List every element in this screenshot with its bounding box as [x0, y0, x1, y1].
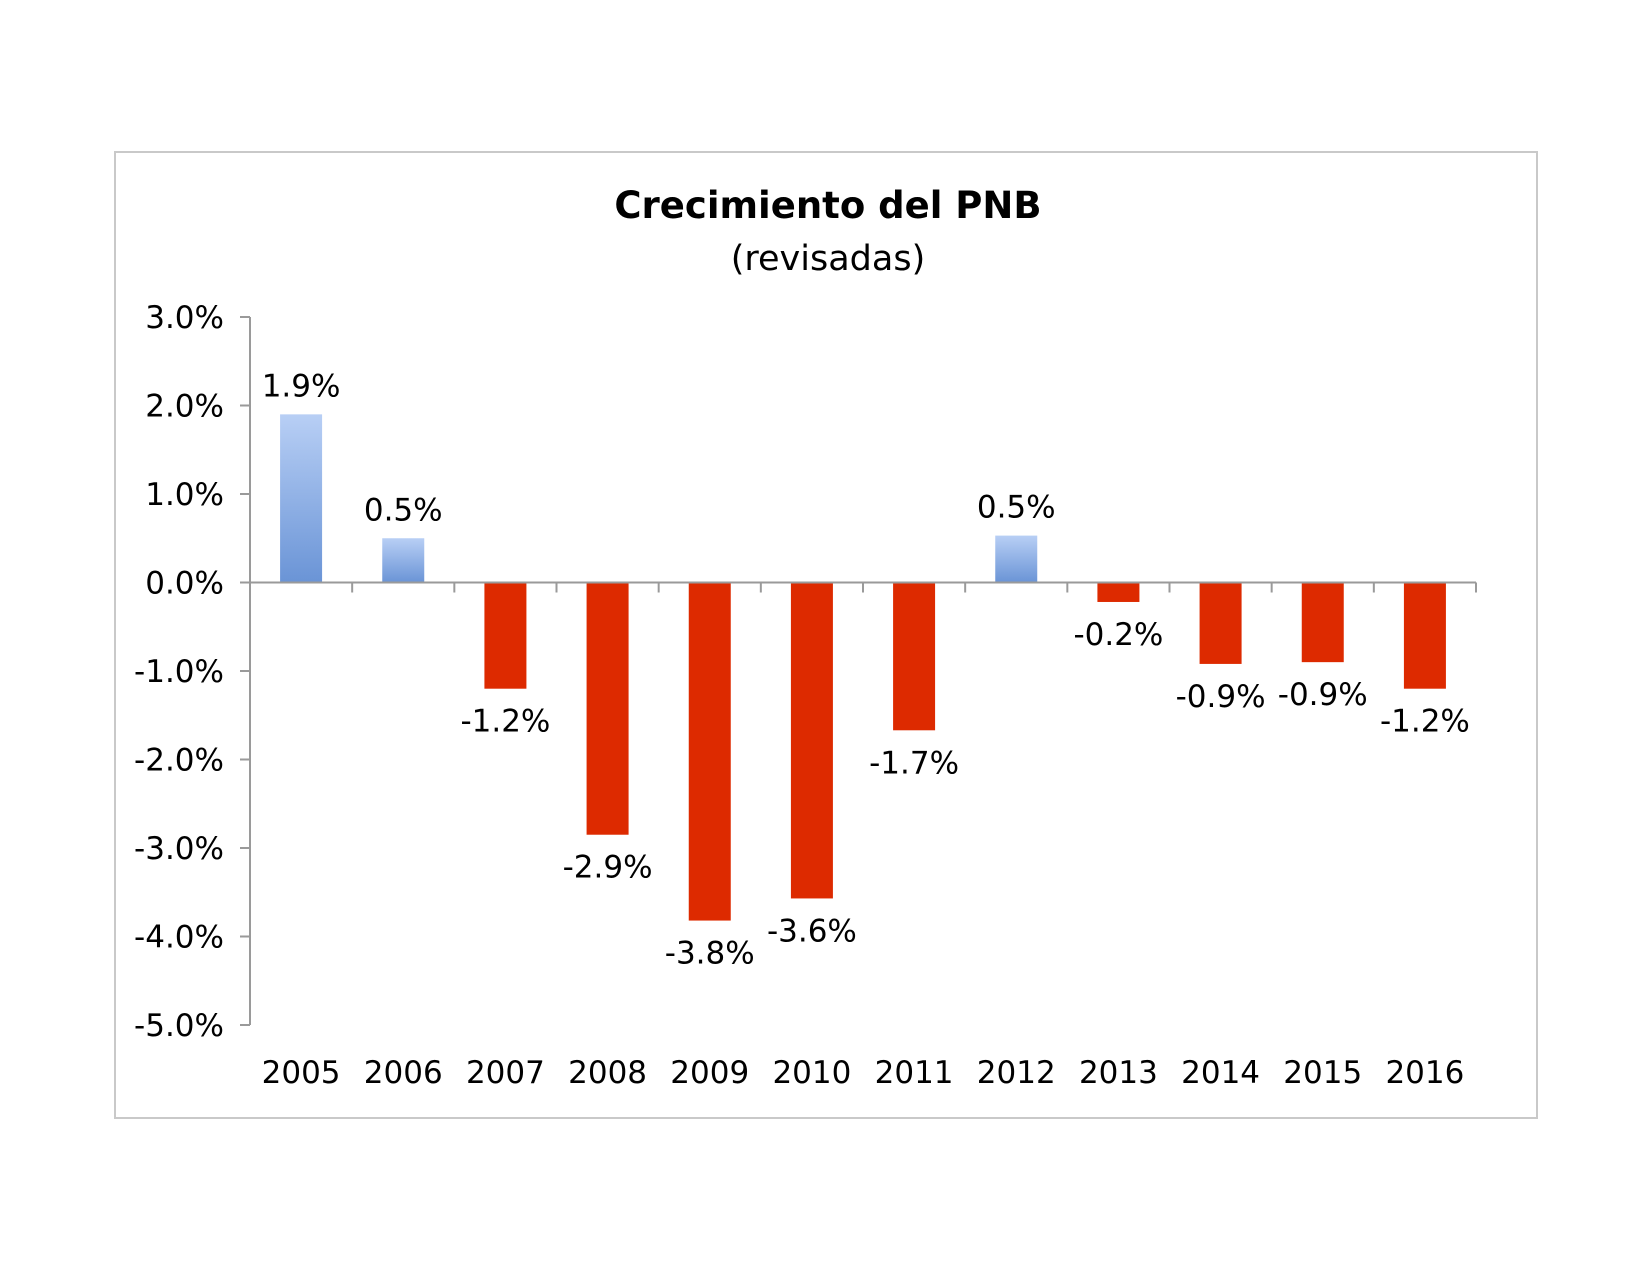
y-tick-label: -2.0% — [134, 743, 224, 779]
data-label-2005: 1.9% — [262, 368, 341, 404]
data-label-2013: -0.2% — [1073, 617, 1163, 653]
x-tick-label-2005: 2005 — [262, 1055, 341, 1091]
bar-2015 — [1301, 582, 1344, 663]
y-tick-label: -1.0% — [134, 654, 224, 690]
data-label-2010: -3.6% — [767, 913, 857, 949]
data-label-2015: -0.9% — [1278, 677, 1368, 713]
data-label-2006: 0.5% — [364, 492, 443, 528]
x-tick-label-2013: 2013 — [1079, 1055, 1158, 1091]
data-label-2016: -1.2% — [1380, 704, 1470, 740]
bar-2013 — [1097, 582, 1140, 602]
y-tick-label: -4.0% — [134, 920, 224, 956]
x-tick-label-2006: 2006 — [364, 1055, 443, 1091]
y-tick-label: 2.0% — [145, 389, 224, 425]
data-label-2009: -3.8% — [665, 936, 755, 972]
data-label-2011: -1.7% — [869, 745, 959, 781]
chart-frame: Crecimiento del PNB (revisadas) 3.0% 2.0%… — [114, 151, 1538, 1119]
x-tick-label-2010: 2010 — [772, 1055, 851, 1091]
bars — [280, 414, 1446, 921]
chart-title: Crecimiento del PNB — [614, 184, 1041, 227]
x-tick-label-2012: 2012 — [977, 1055, 1056, 1091]
chart-subtitle: (revisadas) — [731, 239, 925, 279]
data-label-2008: -2.9% — [563, 850, 653, 886]
bar-2008 — [586, 582, 629, 835]
data-labels: 1.9% 0.5% -1.2% -2.9% -3.8% -3.6% -1.7% 0.5% -0.… — [262, 368, 1470, 971]
data-label-2007: -1.2% — [460, 704, 550, 740]
bar-2016 — [1403, 582, 1446, 689]
x-axis: 2005 2006 2007 2008 2009 2010 2011 2012 2013 2014… — [249, 581, 1477, 1091]
bar-2005 — [280, 414, 323, 583]
x-tick-label-2008: 2008 — [568, 1055, 647, 1091]
bar-2014 — [1199, 582, 1242, 664]
bar-2012 — [995, 535, 1038, 583]
y-tick-label: 1.0% — [145, 477, 224, 513]
bar-2009 — [688, 582, 731, 921]
bar-2010 — [790, 582, 833, 899]
bar-2006 — [382, 538, 425, 583]
bar-chart: Crecimiento del PNB (revisadas) 3.0% 2.0%… — [134, 184, 1477, 1091]
bar-2007 — [484, 582, 527, 689]
x-tick-label-2014: 2014 — [1181, 1055, 1260, 1091]
x-tick-label-2007: 2007 — [466, 1055, 545, 1091]
x-tick-label-2009: 2009 — [670, 1055, 749, 1091]
y-tick-label: 0.0% — [145, 566, 224, 602]
y-tick-label: -5.0% — [134, 1008, 224, 1044]
y-tick-label: -3.0% — [134, 831, 224, 867]
data-label-2012: 0.5% — [977, 490, 1056, 526]
y-axis: 3.0% 2.0% 1.0% 0.0% -1.0% -2.0% -3.0% -4.0% -5.0… — [134, 300, 251, 1044]
x-tick-label-2011: 2011 — [875, 1055, 954, 1091]
x-tick-label-2015: 2015 — [1283, 1055, 1362, 1091]
bar-2011 — [893, 582, 936, 731]
x-tick-label-2016: 2016 — [1385, 1055, 1464, 1091]
y-tick-label: 3.0% — [145, 300, 224, 336]
data-label-2014: -0.9% — [1176, 679, 1266, 715]
